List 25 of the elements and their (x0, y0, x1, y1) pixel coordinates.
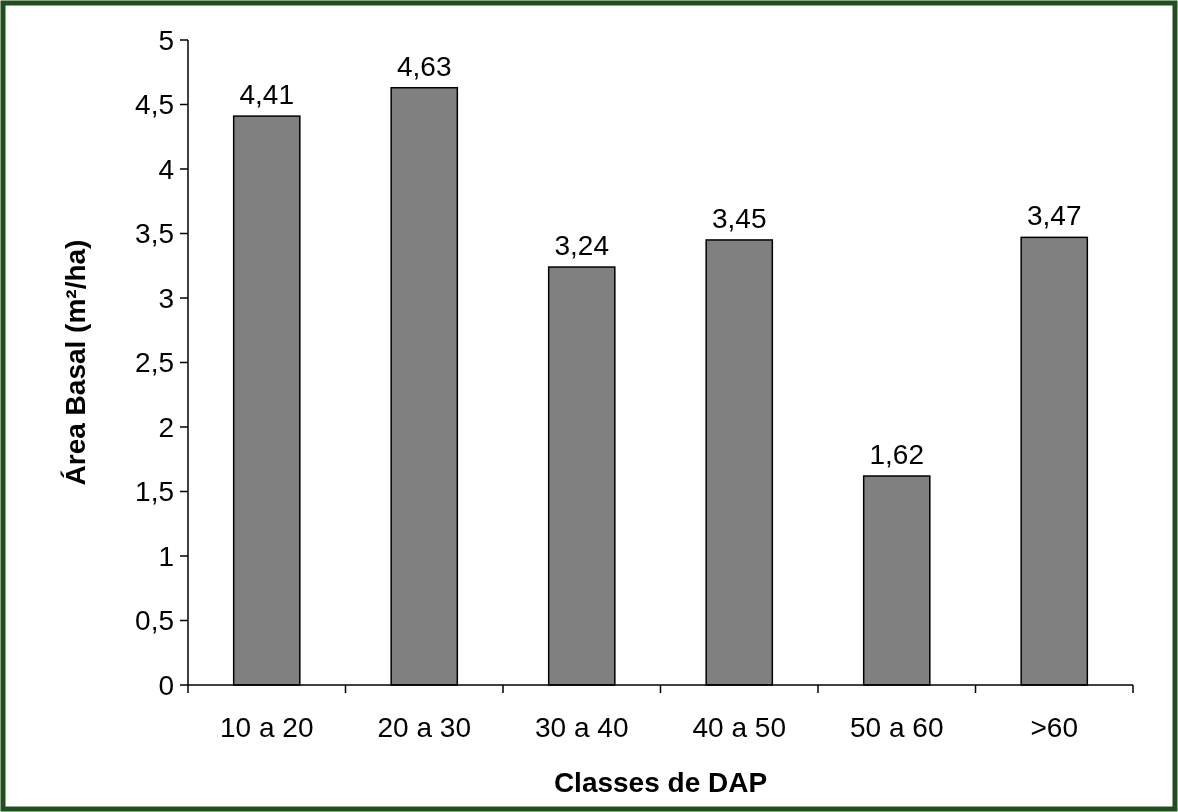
data-label: 3,45 (712, 202, 767, 234)
data-label: 1,62 (869, 439, 924, 471)
x-tick-label: 40 a 50 (692, 712, 786, 743)
data-label: 3,47 (1027, 200, 1082, 232)
y-axis-title: Área Basal (m²/ha) (60, 239, 91, 486)
y-tick-label: 4 (158, 153, 174, 185)
data-label: 3,24 (554, 230, 609, 262)
data-label: 4,41 (239, 79, 294, 111)
x-tick-label: >60 (1030, 712, 1078, 743)
y-tick-label: 3 (158, 282, 174, 314)
x-tick-label: 10 a 20 (220, 712, 314, 743)
x-tick-label: 30 a 40 (535, 712, 629, 743)
y-tick-label: 4,5 (135, 89, 174, 121)
x-tick-label: 20 a 30 (377, 712, 471, 743)
y-tick-label: 2 (158, 411, 174, 443)
y-tick-label: 3,5 (135, 218, 174, 250)
x-tick-label: 50 a 60 (850, 712, 944, 743)
x-axis-title: Classes de DAP (553, 767, 768, 798)
y-tick-label: 1,5 (135, 476, 174, 508)
y-tick-label: 1 (158, 540, 174, 572)
y-tick-label: 2,5 (135, 347, 174, 379)
y-tick-label: 0 (158, 669, 174, 701)
y-tick-label: 0,5 (135, 605, 174, 637)
data-label: 4,63 (397, 50, 452, 82)
y-tick-label: 5 (158, 24, 174, 56)
